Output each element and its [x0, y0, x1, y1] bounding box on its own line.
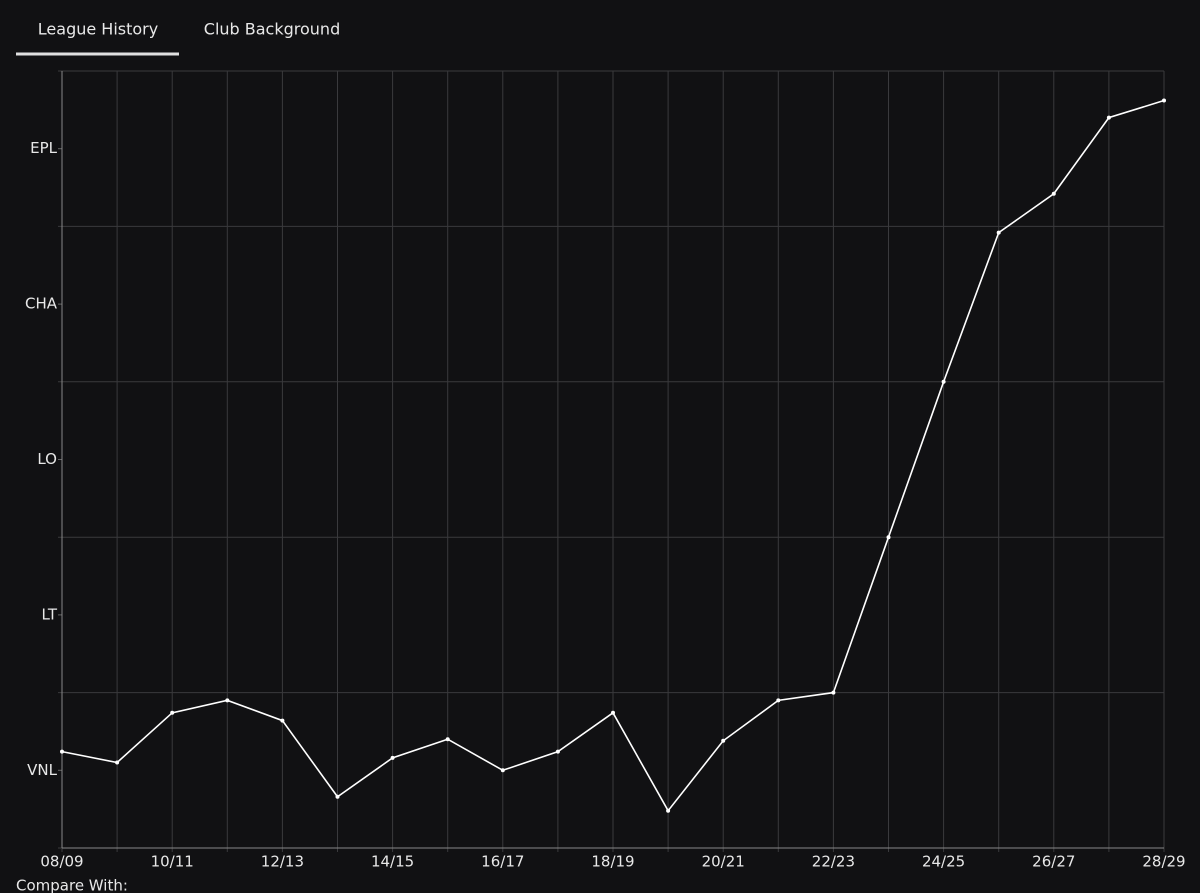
point: [170, 710, 175, 715]
tab[interactable]: Club Background: [204, 20, 340, 39]
x-tick-label: 22/23: [812, 853, 855, 871]
point: [280, 718, 285, 723]
x-tick-label: 26/27: [1032, 853, 1075, 871]
point: [611, 710, 615, 715]
point: [941, 379, 946, 384]
point: [1051, 191, 1056, 196]
point: [390, 755, 395, 760]
point: [776, 698, 781, 703]
compare-label: Compare With:: [16, 877, 128, 893]
x-tick-label: 10/11: [151, 853, 194, 871]
x-tick-label: 08/09: [40, 853, 83, 871]
x-tick-label: 28/29: [1142, 853, 1185, 871]
x-tick-label: 20/21: [702, 853, 745, 871]
point: [445, 737, 450, 742]
y-tick-label: LT: [42, 605, 58, 623]
y-tick-label: VNL: [27, 761, 57, 779]
point: [886, 535, 891, 540]
point: [335, 794, 340, 799]
y-tick-label: CHA: [25, 295, 58, 313]
x-tick-label: 24/25: [922, 853, 965, 871]
x-tick-label: 18/19: [591, 853, 634, 871]
tab[interactable]: League History: [38, 20, 158, 39]
x-tick-label: 14/15: [371, 853, 414, 871]
point: [721, 738, 726, 743]
point: [115, 760, 120, 765]
point: [666, 808, 671, 813]
point: [831, 690, 836, 695]
point: [500, 768, 505, 773]
point: [555, 749, 560, 754]
y-tick-label: EPL: [30, 139, 58, 157]
point: [225, 698, 230, 703]
point: [1162, 98, 1166, 103]
point: [1106, 115, 1111, 120]
y-tick-label: LO: [37, 450, 57, 468]
x-tick-label: 16/17: [481, 853, 524, 871]
point: [996, 230, 1001, 235]
x-tick-label: 12/13: [261, 853, 304, 871]
point: [60, 749, 64, 754]
